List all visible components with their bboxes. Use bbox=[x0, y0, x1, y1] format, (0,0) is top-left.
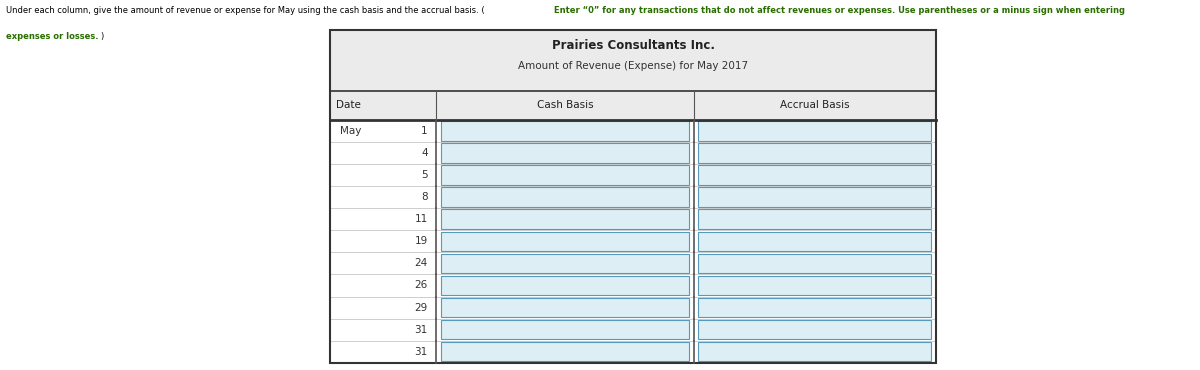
Bar bbox=[440, 297, 689, 317]
Bar bbox=[698, 320, 931, 339]
Text: 24: 24 bbox=[414, 259, 427, 269]
Bar bbox=[698, 342, 931, 361]
Text: Enter “0” for any transactions that do not affect revenues or expenses. Use pare: Enter “0” for any transactions that do n… bbox=[554, 6, 1124, 14]
Text: Accrual Basis: Accrual Basis bbox=[780, 100, 850, 111]
Text: ): ) bbox=[101, 32, 104, 41]
Text: 29: 29 bbox=[414, 303, 427, 313]
Bar bbox=[698, 188, 931, 207]
Text: Date: Date bbox=[336, 100, 361, 111]
Text: 1: 1 bbox=[421, 126, 427, 136]
Text: Cash Basis: Cash Basis bbox=[536, 100, 593, 111]
Bar bbox=[330, 30, 936, 91]
Text: 11: 11 bbox=[414, 214, 427, 224]
Bar bbox=[698, 144, 931, 163]
Bar bbox=[698, 253, 931, 273]
Bar bbox=[698, 165, 931, 185]
Text: May: May bbox=[340, 126, 361, 136]
Bar bbox=[440, 188, 689, 207]
Bar bbox=[440, 121, 689, 141]
Bar bbox=[440, 320, 689, 339]
Bar bbox=[698, 297, 931, 317]
Bar bbox=[698, 232, 931, 251]
Text: Prairies Consultants Inc.: Prairies Consultants Inc. bbox=[552, 39, 714, 52]
Bar bbox=[440, 144, 689, 163]
Text: Amount of Revenue (Expense) for May 2017: Amount of Revenue (Expense) for May 2017 bbox=[518, 61, 748, 71]
Text: 31: 31 bbox=[414, 347, 427, 357]
Bar bbox=[440, 276, 689, 295]
Bar bbox=[440, 165, 689, 185]
Text: expenses or losses.: expenses or losses. bbox=[6, 32, 98, 41]
Bar bbox=[330, 30, 936, 363]
Text: Under each column, give the amount of revenue or expense for May using the cash : Under each column, give the amount of re… bbox=[6, 6, 485, 14]
Text: 26: 26 bbox=[414, 280, 427, 290]
Bar bbox=[440, 232, 689, 251]
Text: 8: 8 bbox=[421, 192, 427, 202]
Text: 31: 31 bbox=[414, 324, 427, 334]
Bar bbox=[440, 342, 689, 361]
Text: 19: 19 bbox=[414, 236, 427, 246]
Bar bbox=[440, 209, 689, 229]
Text: 4: 4 bbox=[421, 148, 427, 158]
Bar bbox=[330, 91, 936, 120]
Bar bbox=[698, 121, 931, 141]
Bar bbox=[440, 253, 689, 273]
Text: 5: 5 bbox=[421, 170, 427, 180]
Bar bbox=[698, 276, 931, 295]
Bar bbox=[698, 209, 931, 229]
